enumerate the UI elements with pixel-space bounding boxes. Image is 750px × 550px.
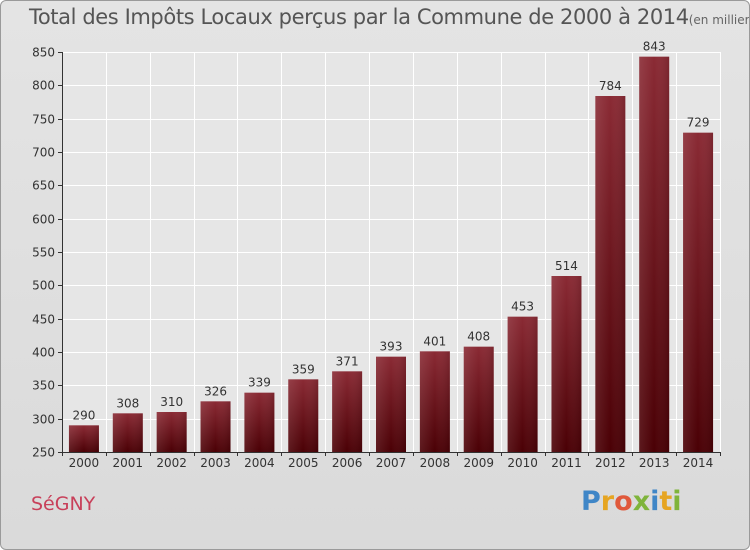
logo-letter: t [659, 486, 673, 517]
bar-shading [244, 392, 275, 452]
bars [68, 56, 714, 453]
y-tick-label: 400 [32, 346, 55, 360]
bar-shading [419, 351, 450, 452]
proxiti-logo[interactable]: Proxiti [581, 486, 682, 517]
bar-value-label: 843 [643, 40, 666, 54]
bar-shading [376, 356, 406, 452]
bar-value-label: 310 [160, 395, 183, 409]
x-tick-label: 2000 [69, 456, 100, 470]
bar-shading [639, 56, 670, 453]
y-tick-label: 500 [32, 279, 55, 293]
x-tick-label: 2003 [200, 456, 231, 470]
axes [58, 52, 721, 456]
bar-value-label: 453 [511, 300, 534, 314]
bar-value-label: 784 [599, 79, 622, 93]
y-tick-label: 850 [32, 46, 55, 60]
chart-title-text: Total des Impôts Locaux perçus par la Co… [29, 5, 689, 29]
y-tick-label: 300 [32, 413, 55, 427]
bar-shading [507, 316, 538, 452]
x-tick-label: 2014 [683, 456, 714, 470]
x-tick-label: 2004 [244, 456, 275, 470]
bar-shading [332, 371, 363, 452]
bar-value-label: 339 [248, 376, 271, 390]
bar-value-label: 359 [292, 362, 315, 376]
logo-letter: P [581, 486, 601, 517]
y-tick-label: 750 [32, 113, 55, 127]
bar-value-label: 729 [687, 116, 710, 130]
x-tick-label: 2008 [420, 456, 451, 470]
y-tick-label: 550 [32, 246, 55, 260]
x-tick-label: 2002 [156, 456, 187, 470]
bar-shading [463, 346, 494, 452]
x-tick-label: 2001 [113, 456, 144, 470]
x-tick-label: 2009 [463, 456, 494, 470]
y-tick-label: 600 [32, 213, 55, 227]
chart-title: Total des Impôts Locaux perçus par la Co… [29, 5, 750, 29]
bar-value-label: 408 [467, 330, 490, 344]
x-tick-label: 2005 [288, 456, 319, 470]
labels: 250 300 350 400 450 500 550 600 650 700 750 800 850 2… [32, 40, 713, 470]
bar-shading [156, 412, 187, 452]
commune-name: SéGNY [31, 493, 96, 515]
bar-shading [112, 413, 143, 452]
bar-value-label: 371 [336, 354, 359, 368]
y-tick-label: 800 [32, 79, 55, 93]
x-tick-label: 2006 [332, 456, 363, 470]
logo-letter: r [600, 486, 615, 517]
bar-value-label: 514 [555, 259, 578, 273]
bar-shading [288, 379, 319, 452]
x-tick-label: 2010 [507, 456, 538, 470]
y-tick-label: 650 [32, 179, 55, 193]
y-tick-label: 700 [32, 146, 55, 160]
logo-letter: o [614, 486, 633, 517]
y-tick-label: 450 [32, 313, 55, 327]
bar-shading [595, 96, 626, 452]
x-tick-label: 2013 [639, 456, 670, 470]
bar-value-label: 290 [72, 408, 95, 422]
bar-shading [200, 401, 231, 452]
bar-value-label: 326 [204, 384, 227, 398]
bar-value-label: 393 [380, 340, 403, 354]
chart-unit-note: (en milliers d'€) [688, 13, 750, 27]
bar-shading [68, 425, 99, 452]
x-tick-label: 2012 [595, 456, 626, 470]
bar-shading [551, 276, 582, 452]
y-tick-label: 250 [32, 446, 55, 460]
x-tick-label: 2007 [376, 456, 407, 470]
bar-shading [683, 132, 714, 452]
bar-value-label: 308 [116, 396, 139, 410]
bar-value-label: 401 [423, 334, 446, 348]
logo-letter: i [672, 486, 682, 517]
y-tick-label: 350 [32, 379, 55, 393]
x-tick-label: 2011 [551, 456, 582, 470]
logo-letter: i [650, 486, 660, 517]
logo-letter: x [632, 486, 651, 517]
